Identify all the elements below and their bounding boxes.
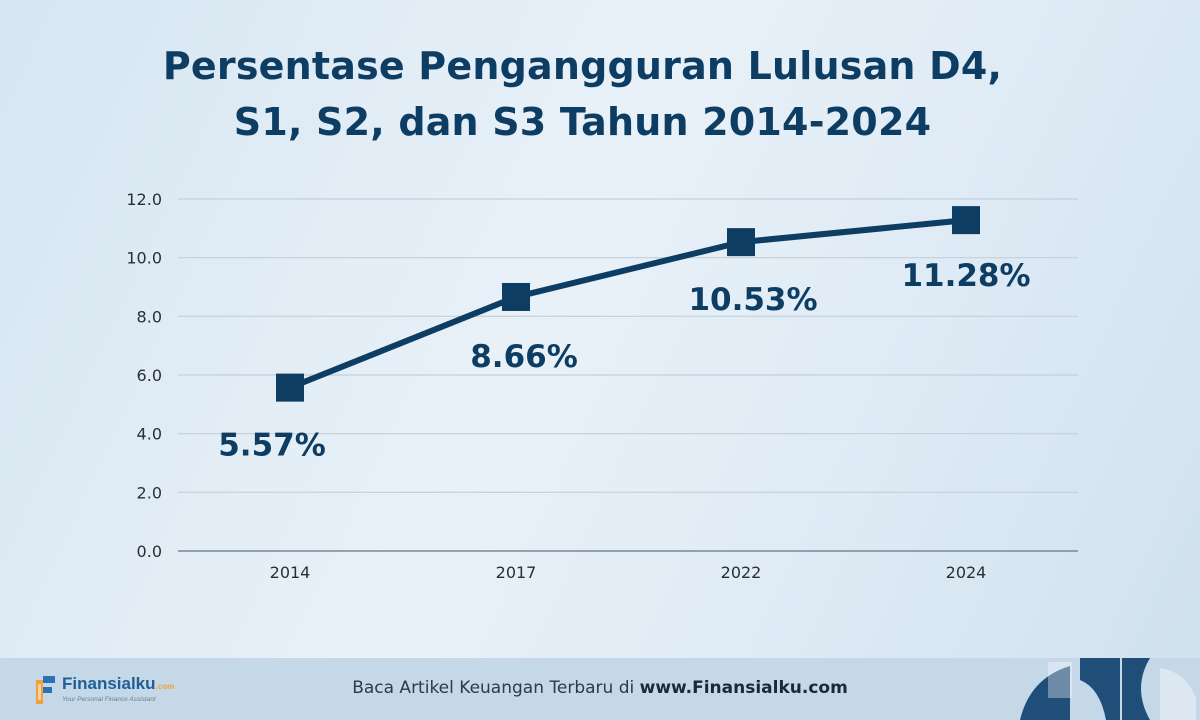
logo-wordmark: Finansialku.com	[62, 674, 174, 694]
data-label: 11.28%	[901, 258, 1030, 294]
y-tick-label: 12.0	[126, 190, 162, 209]
x-tick-label: 2024	[946, 563, 987, 582]
chart-title: Persentase Pengangguran Lulusan D4, S1, …	[0, 38, 1165, 150]
x-tick-label: 2017	[496, 563, 537, 582]
finansialku-logo-icon	[36, 676, 55, 704]
series-line	[287, 217, 969, 391]
data-point-marker	[276, 373, 304, 402]
deco-shape-1	[1020, 666, 1070, 720]
deco-shape-2	[1048, 662, 1072, 698]
deco-shape-5	[1160, 668, 1196, 720]
y-tick-label: 4.0	[137, 425, 162, 444]
x-tick-label: 2022	[721, 563, 762, 582]
y-tick-label: 0.0	[137, 542, 162, 561]
logo-brand-name: Finansialku	[62, 674, 156, 693]
y-tick-label: 2.0	[137, 483, 162, 502]
data-point-marker	[502, 282, 530, 311]
y-tick-label: 6.0	[137, 366, 162, 385]
logo-brand-suffix: .com	[155, 682, 175, 691]
deco-shape-3	[1080, 658, 1120, 720]
data-label: 8.66%	[470, 339, 578, 375]
footer-website-link[interactable]: www.Finansialku.com	[639, 678, 848, 698]
logo-tagline: Your Personal Finance Assistant	[62, 696, 156, 703]
data-point-marker	[952, 206, 980, 235]
data-point-marker	[727, 228, 755, 257]
chart-title-line-1: Persentase Pengangguran Lulusan D4,	[162, 44, 1003, 88]
y-tick-label: 8.0	[137, 307, 162, 326]
line-chart: 0.0 2.0 4.0 6.0 8.0 10.0 12.0 2014 2017 2022 2024 5…	[126, 190, 1078, 582]
y-tick-label: 10.0	[126, 249, 162, 268]
x-tick-label: 2014	[270, 563, 311, 582]
footer-decoration	[1020, 658, 1196, 720]
footer-cta: Baca Artikel Keuangan Terbaru di www.Fin…	[0, 678, 1200, 698]
deco-shape-4	[1122, 658, 1150, 720]
footer-bar: Finansialku.com Your Personal Finance As…	[0, 658, 1200, 720]
footer-cta-prefix: Baca Artikel Keuangan Terbaru di	[352, 678, 635, 698]
data-label: 10.53%	[688, 282, 817, 318]
data-label: 5.57%	[218, 428, 326, 464]
chart-title-line-2: S1, S2, dan S3 Tahun 2014-2024	[233, 100, 932, 144]
